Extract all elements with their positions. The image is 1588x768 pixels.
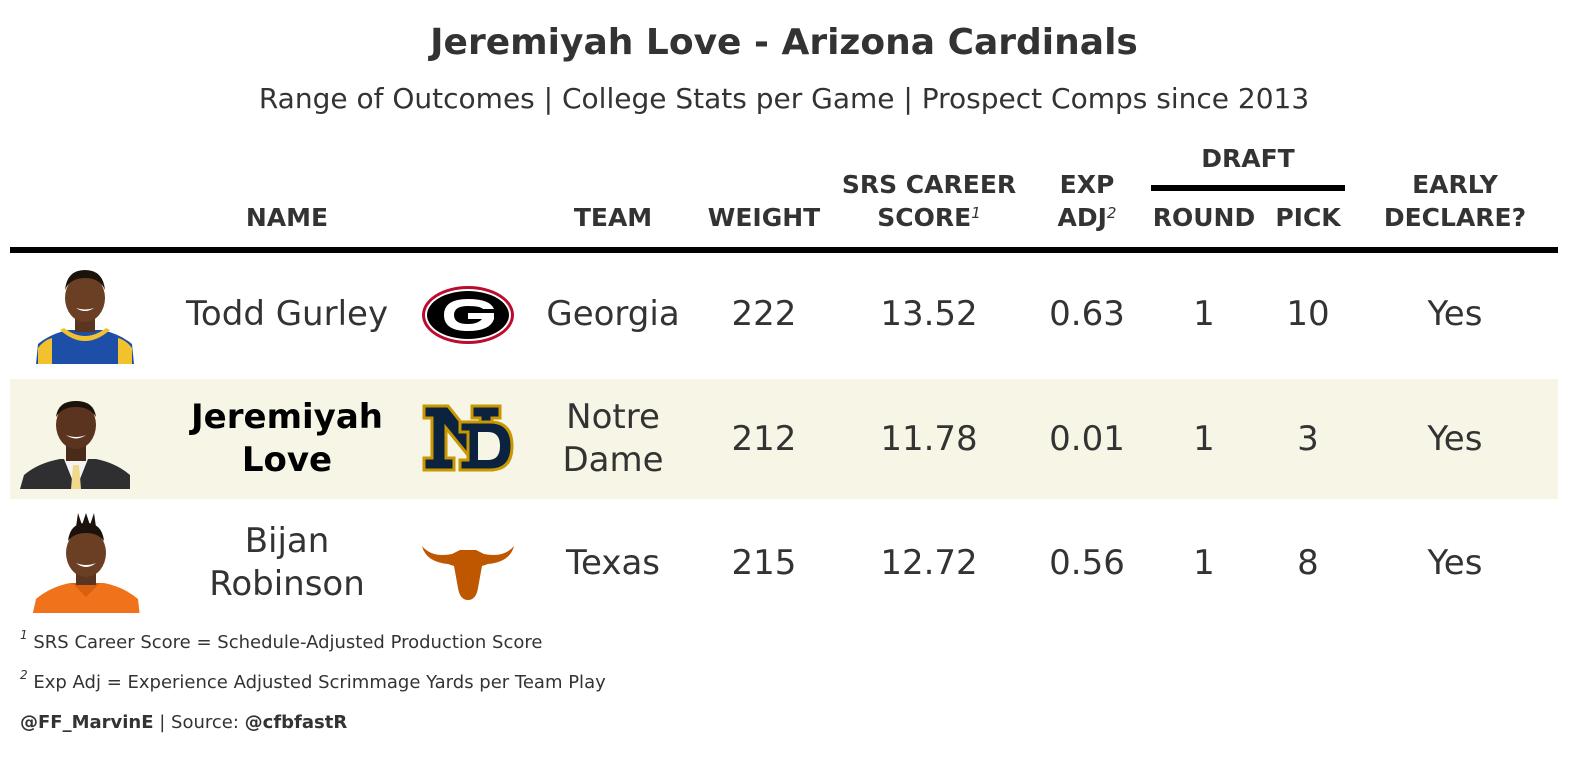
team-name: Notre Dame bbox=[562, 379, 663, 499]
srs-score-value: 12.72 bbox=[880, 542, 978, 583]
player-name-line1: Jeremiyah bbox=[191, 397, 383, 437]
header-weight: WEIGHT bbox=[707, 203, 821, 232]
header-exp-line2: ADJ2 bbox=[1058, 201, 1117, 234]
team-name: Georgia bbox=[546, 293, 680, 334]
header-draft: DRAFT bbox=[1201, 144, 1295, 173]
header-rule bbox=[10, 247, 1558, 253]
player-name: Jeremiyah Love bbox=[167, 379, 407, 499]
footnote-2-text: Exp Adj = Experience Adjusted Scrimmage … bbox=[33, 672, 606, 693]
header-srs-line2: SCORE1 bbox=[842, 201, 1016, 234]
footnote-1-mark: 1 bbox=[20, 628, 28, 642]
credit-source: @cfbfastR bbox=[244, 712, 348, 733]
player-name-line2: Robinson bbox=[209, 564, 365, 604]
exp-adj-value: 0.63 bbox=[1049, 293, 1125, 334]
header-early-line2: DECLARE? bbox=[1383, 203, 1527, 232]
team-name-line2: Dame bbox=[562, 440, 664, 480]
draft-pick-value: 10 bbox=[1286, 293, 1330, 334]
exp-adj-value: 0.56 bbox=[1049, 542, 1125, 583]
credit-line: @FF_MarvinE | Source: @cfbfastR bbox=[20, 712, 347, 733]
early-declare-value: Yes bbox=[1427, 293, 1483, 334]
player-name-line1: Bijan bbox=[244, 521, 330, 561]
footnote-1-text: SRS Career Score = Schedule-Adjusted Pro… bbox=[33, 632, 543, 653]
texas-longhorn-logo bbox=[420, 528, 516, 600]
early-declare-value: Yes bbox=[1427, 542, 1483, 583]
weight-value: 215 bbox=[731, 542, 797, 583]
srs-score-value: 13.52 bbox=[880, 293, 978, 334]
header-early-declare: EARLY DECLARE? bbox=[1384, 168, 1526, 234]
header-exp-line2-text: ADJ bbox=[1057, 203, 1107, 232]
player-photo-bijan-robinson bbox=[30, 513, 140, 613]
weight-value: 222 bbox=[731, 293, 797, 334]
team-name-line1: Notre bbox=[566, 397, 660, 437]
credit-handle: @FF_MarvinE bbox=[20, 712, 154, 733]
header-name: NAME bbox=[245, 203, 329, 232]
exp-adj-value: 0.01 bbox=[1049, 418, 1125, 459]
player-name: Bijan Robinson bbox=[167, 503, 407, 623]
draft-round-value: 1 bbox=[1193, 542, 1215, 583]
georgia-g-logo bbox=[420, 279, 516, 351]
weight-value: 212 bbox=[731, 418, 797, 459]
draft-pick-value: 3 bbox=[1297, 418, 1319, 459]
page-subtitle: Range of Outcomes | College Stats per Ga… bbox=[258, 82, 1310, 115]
table-row-highlighted: Jeremiyah Love Notre Dame 212 11.78 0.01… bbox=[10, 379, 1558, 499]
header-team: TEAM bbox=[573, 203, 653, 232]
player-photo-jeremiyah-love bbox=[20, 389, 130, 489]
header-exp-line1: EXP bbox=[1059, 170, 1115, 199]
footnote-1: 1 SRS Career Score = Schedule-Adjusted P… bbox=[20, 628, 543, 653]
player-name-line1: Todd Gurley bbox=[185, 293, 389, 334]
player-name: Todd Gurley bbox=[167, 254, 407, 374]
header-round: ROUND bbox=[1152, 203, 1256, 232]
early-declare-value: Yes bbox=[1427, 418, 1483, 459]
footnote-2-mark: 2 bbox=[20, 668, 28, 682]
header-srs-line2-text: SCORE bbox=[877, 203, 972, 232]
draft-round-value: 1 bbox=[1193, 418, 1215, 459]
footnote-2: 2 Exp Adj = Experience Adjusted Scrimmag… bbox=[20, 668, 606, 693]
header-pick: PICK bbox=[1275, 203, 1341, 232]
player-name-line2: Love bbox=[241, 440, 333, 480]
credit-separator: | Source: bbox=[153, 712, 245, 733]
player-photo-todd-gurley bbox=[30, 264, 140, 364]
page-title: Jeremiyah Love - Arizona Cardinals bbox=[430, 22, 1138, 63]
header-exp-adj: EXP ADJ2 bbox=[1058, 168, 1117, 234]
table-row: Bijan Robinson Texas 215 12.72 0.56 1 8 … bbox=[10, 503, 1558, 623]
notre-dame-nd-logo bbox=[420, 404, 516, 476]
footnote-marker-1: 1 bbox=[971, 204, 981, 222]
header-srs-line1: SRS CAREER bbox=[841, 170, 1017, 199]
table-row: Todd Gurley Georgia 222 13.52 0.63 1 10 … bbox=[10, 254, 1558, 374]
footnote-marker-2: 2 bbox=[1106, 204, 1117, 222]
draft-group-rule bbox=[1151, 185, 1345, 191]
header-early-line1: EARLY bbox=[1412, 170, 1498, 199]
header-srs: SRS CAREER SCORE1 bbox=[842, 168, 1016, 234]
draft-round-value: 1 bbox=[1193, 293, 1215, 334]
srs-score-value: 11.78 bbox=[880, 418, 978, 459]
draft-pick-value: 8 bbox=[1297, 542, 1319, 583]
team-name: Texas bbox=[566, 542, 660, 583]
